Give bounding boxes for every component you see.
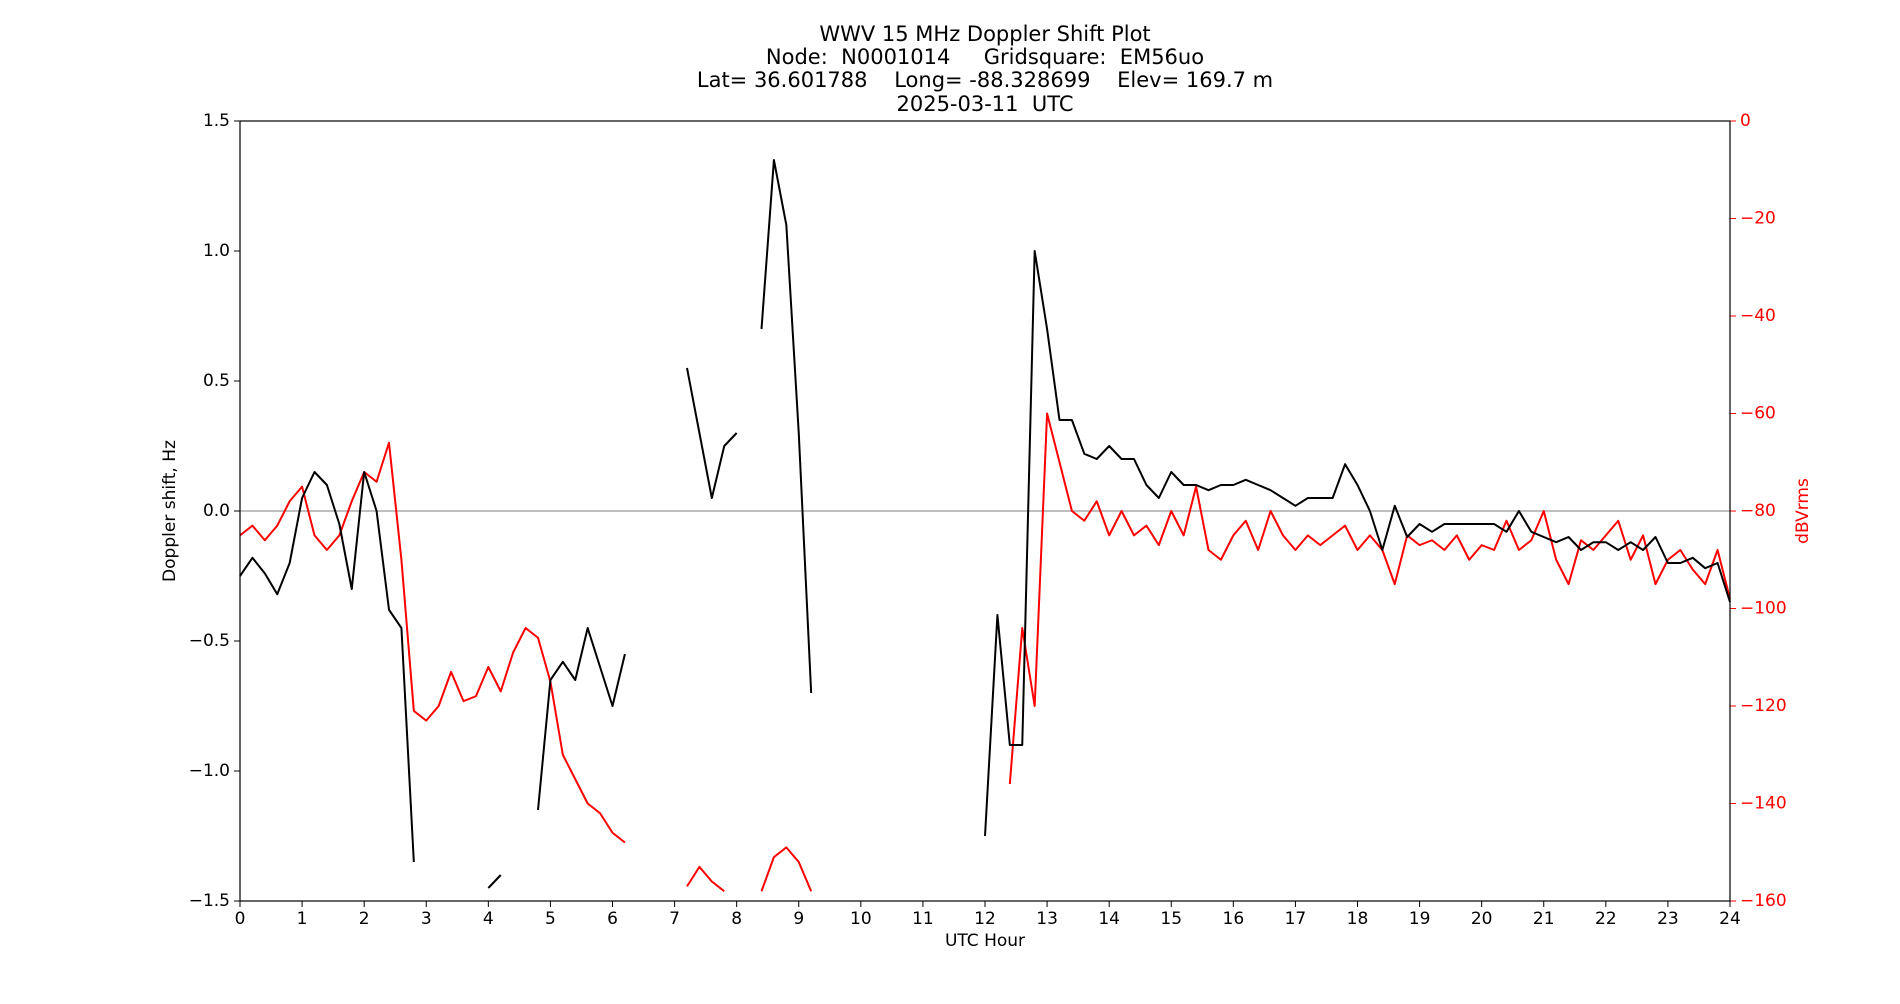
- x-tick-label: 24: [1719, 909, 1741, 929]
- x-tick-label: 19: [1409, 909, 1431, 929]
- x-tick-label: 21: [1533, 909, 1555, 929]
- y-tick-label: 0.5: [203, 371, 230, 391]
- x-tick-label: 7: [669, 909, 680, 929]
- x-tick-label: 22: [1595, 909, 1617, 929]
- y-tick-label: −1.0: [189, 761, 230, 781]
- x-tick-label: 12: [974, 909, 996, 929]
- x-tick-label: 2: [359, 909, 370, 929]
- x-tick-label: 16: [1223, 909, 1245, 929]
- y-tick-label: 1.5: [203, 111, 230, 131]
- plot-frame: [239, 120, 1731, 902]
- y2-tick-label: −80: [1740, 501, 1776, 521]
- y2-tick-label: −20: [1740, 209, 1776, 229]
- x-tick-label: 8: [731, 909, 742, 929]
- x-tick-label: 4: [483, 909, 494, 929]
- x-tick-label: 23: [1657, 909, 1679, 929]
- chart-subtitle: 2025-03-11 UTC: [896, 92, 1073, 116]
- chart-title: WWV 15 MHz Doppler Shift Plot: [819, 22, 1150, 46]
- y2-tick-label: −160: [1740, 891, 1787, 911]
- y-axis-label: Doppler shift, Hz: [160, 440, 180, 582]
- y-tick-label: 1.0: [203, 241, 230, 261]
- y-tick-label: −1.5: [189, 891, 230, 911]
- chart-subtitle: Lat= 36.601788 Long= -88.328699 Elev= 16…: [697, 68, 1273, 92]
- x-tick-label: 13: [1036, 909, 1058, 929]
- series-line: [239, 412, 1731, 893]
- x-tick-label: 17: [1285, 909, 1307, 929]
- chart-subtitle: Node: N0001014 Gridsquare: EM56uo: [766, 45, 1204, 69]
- y2-tick-label: −100: [1740, 599, 1787, 619]
- y2-tick-label: −140: [1740, 794, 1787, 814]
- series-line: [239, 159, 1731, 889]
- x-tick-label: 14: [1098, 909, 1120, 929]
- x-tick-label: 10: [850, 909, 872, 929]
- x-tick-label: 0: [235, 909, 246, 929]
- y2-tick-label: −120: [1740, 696, 1787, 716]
- x-tick-label: 18: [1347, 909, 1369, 929]
- y2-tick-label: −40: [1740, 306, 1776, 326]
- x-tick-label: 1: [297, 909, 308, 929]
- y2-tick-label: −60: [1740, 404, 1776, 424]
- x-tick-label: 15: [1160, 909, 1182, 929]
- y2-axis-label: dBVrms: [1793, 478, 1813, 544]
- y-tick-label: −0.5: [189, 631, 230, 651]
- x-tick-label: 11: [912, 909, 934, 929]
- x-axis-label: UTC Hour: [945, 931, 1025, 951]
- x-tick-label: 6: [607, 909, 618, 929]
- y2-tick-label: 0: [1740, 111, 1751, 131]
- x-tick-label: 20: [1471, 909, 1493, 929]
- x-tick-label: 3: [421, 909, 432, 929]
- y-tick-label: 0.0: [203, 501, 230, 521]
- x-tick-label: 5: [545, 909, 556, 929]
- x-tick-label: 9: [793, 909, 804, 929]
